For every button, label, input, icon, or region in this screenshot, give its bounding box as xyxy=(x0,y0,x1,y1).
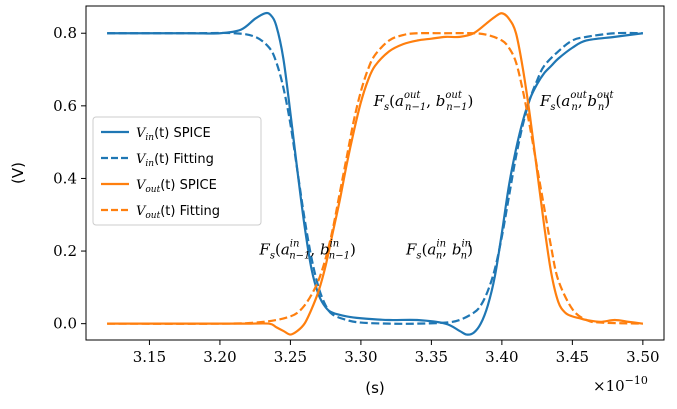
series-line-0 xyxy=(107,11,643,336)
series-line-3 xyxy=(107,31,643,325)
x-scale-exponent: −10 xyxy=(625,374,648,387)
x-scale-base: ×10 xyxy=(593,377,625,395)
legend: Vin(t) SPICE Vin(t) Fitting Vout(t) SPICE V… xyxy=(92,116,262,226)
x-tick-label: 3.15 xyxy=(133,348,166,366)
legend-label-1: Vin(t) Fitting xyxy=(136,152,214,169)
series-line-1 xyxy=(107,31,643,325)
y-tick-label: 0.6 xyxy=(53,97,77,115)
x-tick-label: 3.50 xyxy=(626,348,659,366)
ticks-layer: 3.15 3.20 3.25 3.30 3.35 3.40 3.45 3.50 0.0 0.2 0.… xyxy=(53,24,659,366)
y-tick-label: 0.2 xyxy=(53,242,77,260)
x-tick-label: 3.20 xyxy=(203,348,236,366)
annotation-3: Fs(aout n, bout n) xyxy=(539,90,615,113)
legend-label-0: Vin(t) SPICE xyxy=(136,126,211,143)
y-tick-label: 0.4 xyxy=(53,169,77,187)
x-axis-label: (s) xyxy=(365,379,385,397)
plot-frame xyxy=(85,5,665,341)
x-tick-label: 3.25 xyxy=(274,348,307,366)
annotation-2: Fs(aout n−1, bout n−1) xyxy=(373,90,474,113)
series-line-2 xyxy=(107,12,643,336)
annotation-layer: Fs(ain n−1, bin n−1) Fs(ain n, bin n) Fs(aou… xyxy=(258,90,614,262)
y-axis-label: (V) xyxy=(9,162,27,184)
y-tick-label: 0.8 xyxy=(53,24,77,42)
legend-label-2: Vout(t) SPICE xyxy=(136,178,217,195)
anno-sup: in xyxy=(436,239,446,250)
series-layer xyxy=(107,11,643,336)
y-tick-label: 0.0 xyxy=(53,315,77,333)
x-scale-multiplier: ×10−10 xyxy=(593,374,648,395)
legend-label-3: Vout(t) Fitting xyxy=(136,204,220,221)
annotation-0: Fs(ain n−1, bin n−1) xyxy=(258,239,355,262)
x-tick-label: 3.30 xyxy=(344,348,377,366)
annotation-1: Fs(ain n, bin n) xyxy=(405,239,473,262)
x-tick-label: 3.35 xyxy=(415,348,448,366)
x-tick-label: 3.40 xyxy=(485,348,518,366)
anno-sup: in xyxy=(290,239,300,250)
anno-sup: out xyxy=(404,90,421,101)
x-tick-label: 3.45 xyxy=(556,348,589,366)
anno-sup: out xyxy=(570,90,587,101)
legend-box xyxy=(92,116,262,226)
